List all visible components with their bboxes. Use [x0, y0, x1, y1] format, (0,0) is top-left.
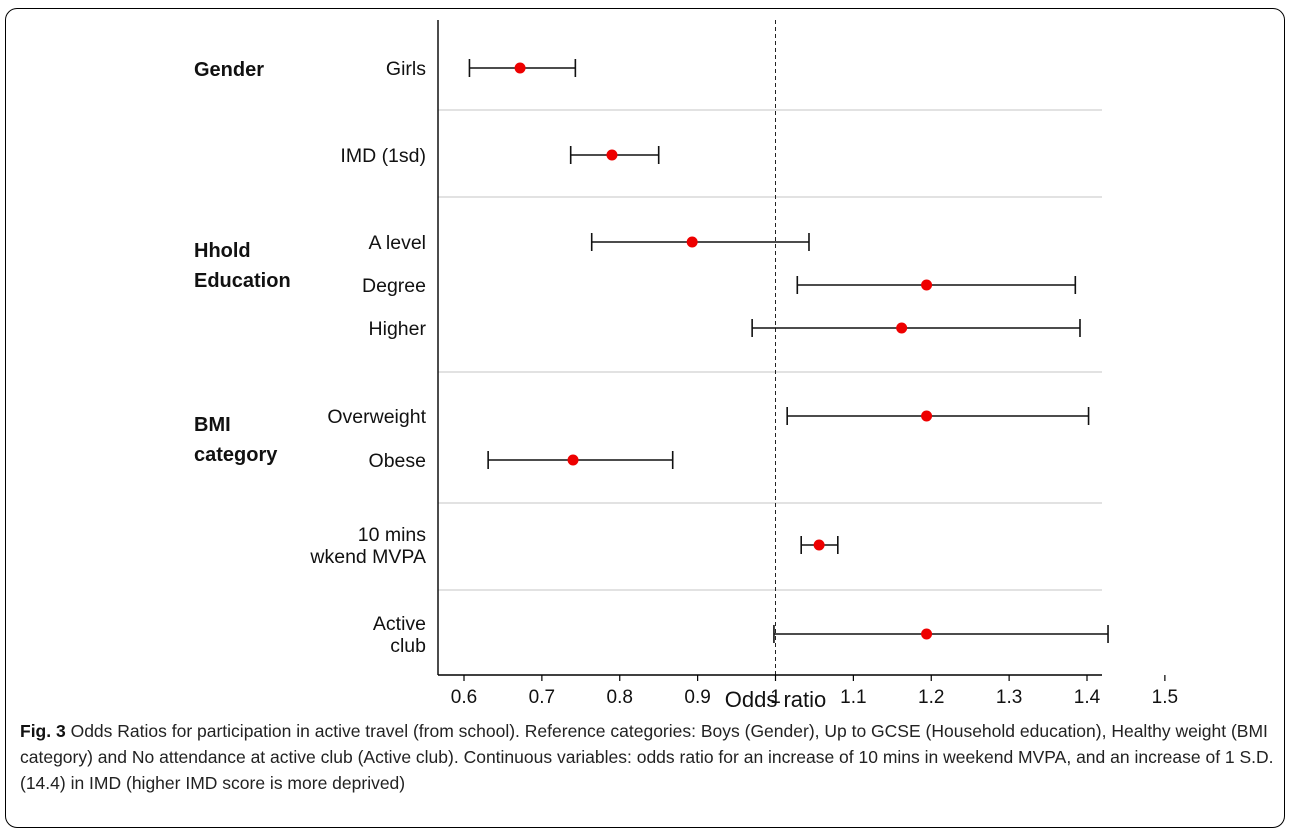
x-tick-label: 1.5 — [1152, 687, 1178, 708]
x-tick-label: 0.8 — [607, 687, 633, 708]
figure-caption-text: Odds Ratios for participation in active … — [20, 721, 1274, 793]
odds-ratio-point — [686, 236, 698, 248]
odds-ratio-point — [606, 149, 618, 161]
row-label: Higher — [369, 318, 427, 340]
row-label: 10 mins — [358, 524, 427, 546]
odds-ratio-point — [514, 62, 526, 74]
row-label: IMD (1sd) — [340, 145, 426, 167]
x-tick-label: 1.4 — [1074, 687, 1101, 708]
odds-ratio-point — [813, 539, 825, 551]
forest-plot: 0.6 0.7 0.8 0.9 1 1.1 1.2 1.3 1.4 1.5 Odds ratio Ge… — [194, 20, 1178, 712]
odds-ratio-point — [921, 279, 933, 291]
group-label: Hhold — [194, 240, 251, 262]
odds-ratio-point — [921, 628, 933, 640]
x-tick-label: 1.3 — [996, 687, 1022, 708]
group-label: Gender — [194, 59, 264, 81]
row-label: wkend MVPA — [309, 546, 426, 568]
odds-ratio-point — [921, 410, 933, 422]
x-tick-label: 1 — [770, 687, 781, 708]
group-label: BMI — [194, 414, 231, 436]
row-label: Girls — [386, 58, 426, 80]
row-label: club — [390, 635, 426, 657]
figure-caption: Fig. 3 Odds Ratios for participation in … — [20, 718, 1275, 796]
row-label: Overweight — [327, 406, 426, 428]
x-tick-label: 1.2 — [918, 687, 944, 708]
group-label: Education — [194, 270, 291, 292]
row-label: Obese — [369, 450, 426, 472]
row-label: Active — [373, 613, 426, 635]
odds-ratio-point — [567, 454, 579, 466]
x-tick-label: 0.6 — [451, 687, 477, 708]
figure-label: Fig. 3 — [20, 721, 66, 741]
row-label: A level — [369, 232, 426, 254]
x-tick-label: 0.9 — [684, 687, 710, 708]
group-label: category — [194, 444, 278, 466]
odds-ratio-point — [896, 322, 908, 334]
x-axis-label: Odds ratio — [725, 687, 827, 712]
x-tick-label: 1.1 — [840, 687, 866, 708]
figure-frame — [5, 8, 1285, 828]
row-label: Degree — [362, 275, 426, 297]
x-tick-label: 0.7 — [529, 687, 555, 708]
